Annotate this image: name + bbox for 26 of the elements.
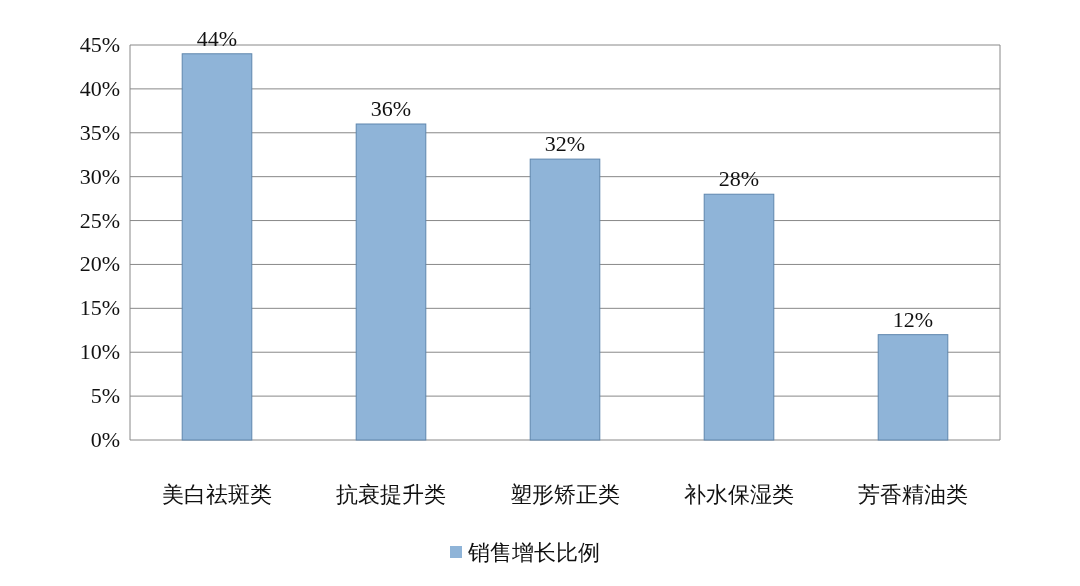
y-tick-label: 25% (79, 207, 120, 233)
y-tick-label: 45% (79, 32, 120, 57)
bar (181, 53, 253, 441)
x-tick-label: 补水保湿类 (684, 482, 794, 507)
x-tick-label: 抗衰提升类 (336, 482, 446, 507)
y-tick-label: 15% (79, 295, 120, 321)
bar (355, 123, 427, 441)
y-tick-label: 20% (79, 251, 120, 277)
x-tick-label: 芳香精油类 (858, 482, 968, 507)
y-tick-label: 35% (79, 119, 120, 145)
bar (877, 334, 949, 441)
text: 12% (892, 306, 934, 332)
x-tick-label: 美白祛斑类 (162, 482, 272, 507)
y-tick-label: 5% (90, 383, 120, 409)
y-tick-label: 30% (79, 163, 120, 189)
text: 32% (544, 131, 586, 157)
bar (703, 193, 775, 441)
y-tick-label: 40% (79, 75, 120, 101)
y-tick-label: 10% (79, 339, 120, 365)
y-tick-label: 0% (90, 427, 120, 452)
text: 36% (370, 96, 412, 121)
text: 28% (718, 166, 760, 192)
x-tick-label: 塑形矫正类 (510, 482, 620, 507)
legend-label: 销售增长比例 (467, 540, 600, 565)
text: 44% (196, 25, 238, 51)
bar (529, 158, 601, 441)
